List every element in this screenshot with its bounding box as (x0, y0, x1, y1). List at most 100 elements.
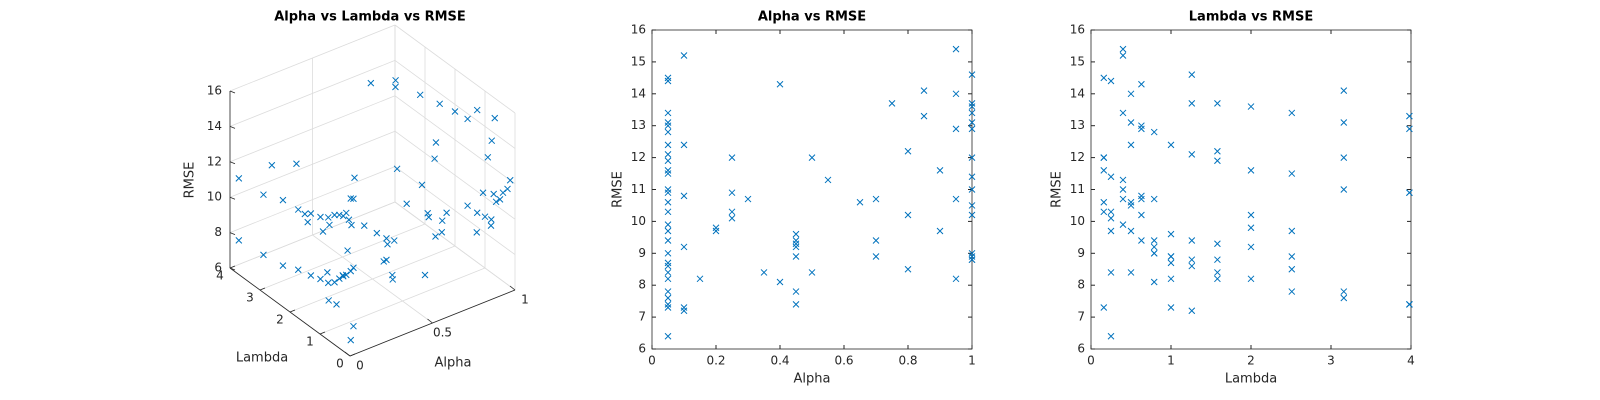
y-tick-label: 13 (631, 118, 646, 132)
marker (431, 155, 438, 163)
marker (1107, 173, 1115, 181)
marker (1150, 195, 1158, 203)
marker (968, 186, 976, 193)
marker (1340, 294, 1348, 302)
z-tick-label: 6 (214, 261, 222, 275)
marker (824, 176, 832, 184)
z-tick (229, 126, 236, 129)
marker (664, 288, 672, 295)
marker (664, 332, 672, 340)
marker (1127, 198, 1135, 206)
z-tick (229, 232, 236, 235)
marker (443, 209, 450, 217)
marker (664, 77, 672, 85)
marker (1119, 186, 1127, 193)
marker (1138, 125, 1145, 133)
marker (499, 189, 507, 197)
x-tick (427, 318, 433, 324)
marker (1188, 100, 1196, 107)
marker (307, 210, 315, 217)
marker (380, 258, 388, 265)
x-axis-label: Alpha (435, 356, 472, 371)
marker (664, 157, 672, 165)
marker (1247, 224, 1255, 232)
marker (664, 74, 672, 82)
marker (1247, 103, 1255, 110)
marker (324, 279, 332, 287)
marker (294, 206, 302, 213)
marker (664, 300, 672, 308)
z-tick-label: 12 (207, 154, 222, 168)
marker (968, 154, 976, 161)
plot-area (651, 29, 973, 350)
grid-line (394, 95, 516, 185)
y-tick-label: 10 (1070, 214, 1085, 228)
marker (317, 275, 324, 283)
marker (888, 100, 896, 107)
y-tick-label: 12 (631, 150, 646, 164)
marker (1119, 221, 1127, 228)
y-tick-label: 15 (631, 54, 646, 68)
marker (664, 141, 672, 149)
marker (1150, 243, 1158, 251)
marker (664, 269, 672, 276)
marker (1150, 128, 1158, 136)
y-tick-label: 9 (1077, 246, 1085, 260)
grid-line (229, 95, 396, 163)
marker (436, 100, 444, 108)
y-tick-label: 16 (631, 23, 646, 37)
plot-area (1090, 29, 1412, 350)
marker (1119, 52, 1127, 59)
y-tick-label: 13 (1070, 118, 1085, 132)
marker (680, 307, 688, 315)
marker (339, 272, 347, 279)
marker (664, 227, 672, 235)
marker (432, 233, 439, 240)
marker (1406, 300, 1413, 308)
grid-line (229, 24, 396, 92)
marker (792, 240, 800, 248)
marker (473, 209, 481, 217)
marker (680, 141, 688, 149)
marker (416, 91, 424, 99)
grid-line (229, 60, 396, 127)
z-tick-label: 10 (207, 190, 222, 204)
x-tick-label: 3 (1327, 354, 1335, 368)
marker (307, 272, 315, 279)
marker (1100, 198, 1108, 206)
marker (317, 213, 324, 221)
x-tick-label: 1 (968, 354, 976, 368)
marker (680, 52, 688, 59)
chart-title: Lambda vs RMSE (1189, 10, 1313, 25)
marker (392, 83, 399, 91)
marker (1340, 288, 1348, 295)
marker (1247, 243, 1255, 251)
marker (279, 196, 287, 204)
marker (1107, 332, 1115, 340)
y-tick (259, 287, 266, 291)
marker (792, 243, 800, 251)
y-tick-label: 4 (216, 269, 224, 283)
y-tick-label: 3 (246, 291, 254, 305)
marker (664, 109, 672, 117)
x-tick (344, 351, 351, 357)
grid-line (394, 130, 516, 220)
marker (952, 125, 960, 133)
marker (664, 304, 672, 311)
marker (856, 198, 864, 206)
marker (1107, 77, 1115, 85)
grid-line (394, 24, 516, 114)
x-tick-label: 0.6 (834, 354, 853, 368)
marker (392, 76, 399, 84)
marker (1138, 237, 1145, 244)
marker (968, 125, 976, 133)
marker (792, 253, 800, 260)
marker (1340, 186, 1348, 193)
marker (968, 173, 976, 181)
marker (1150, 249, 1158, 257)
marker (968, 211, 976, 219)
marker (279, 262, 287, 269)
marker (1406, 125, 1413, 133)
marker (872, 195, 880, 203)
y-tick-label: 11 (631, 182, 646, 196)
